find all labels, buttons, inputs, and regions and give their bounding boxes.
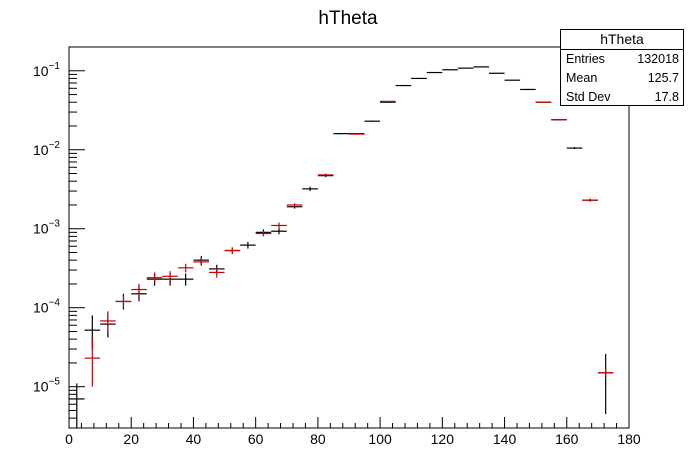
x-tick-label: 180 bbox=[617, 431, 641, 447]
y-tick-label: 10−2 bbox=[33, 140, 60, 158]
y-tick-base: 10 bbox=[33, 142, 49, 158]
data-point bbox=[317, 173, 334, 177]
stats-label: Mean bbox=[566, 71, 598, 85]
data-point bbox=[551, 119, 567, 121]
y-tick-label: 10−3 bbox=[33, 219, 60, 237]
y-tick-exponent: −2 bbox=[49, 140, 61, 151]
data-point bbox=[271, 222, 287, 229]
data-point bbox=[177, 273, 194, 286]
series-0 bbox=[69, 66, 614, 428]
data-point bbox=[69, 383, 85, 428]
data-point bbox=[115, 296, 132, 308]
plot-frame bbox=[68, 46, 630, 429]
stats-label: Std Dev bbox=[566, 90, 611, 104]
data-point bbox=[597, 353, 614, 415]
data-point bbox=[473, 66, 489, 68]
data-point bbox=[209, 267, 225, 278]
stats-box: hTheta Entries 132018 Mean 125.7 Std Dev… bbox=[560, 29, 684, 106]
stats-value: 125.7 bbox=[647, 71, 679, 85]
y-tick-base: 10 bbox=[33, 63, 49, 79]
stats-value: 17.8 bbox=[654, 90, 679, 104]
data-point bbox=[520, 88, 536, 91]
data-point bbox=[100, 311, 116, 332]
stats-title: hTheta bbox=[561, 30, 683, 50]
data-point bbox=[535, 101, 552, 103]
data-point bbox=[395, 84, 412, 87]
y-tick-base: 10 bbox=[33, 379, 49, 395]
y-tick-label: 10−5 bbox=[33, 377, 60, 395]
data-point bbox=[333, 132, 349, 135]
series-1 bbox=[84, 100, 614, 387]
y-tick-exponent: −1 bbox=[49, 61, 61, 72]
data-point bbox=[411, 77, 427, 80]
data-point bbox=[349, 133, 365, 135]
data-point bbox=[84, 337, 101, 387]
stats-label: Entries bbox=[566, 52, 605, 66]
data-point bbox=[302, 186, 318, 192]
data-point bbox=[162, 271, 178, 281]
data-point bbox=[146, 272, 163, 283]
x-axis: 0 20 40 60 80 100 120 140 160 180 bbox=[65, 417, 641, 447]
data-point bbox=[566, 147, 583, 150]
x-tick-label: 20 bbox=[123, 431, 139, 447]
x-tick-label: 160 bbox=[555, 431, 579, 447]
data-point bbox=[240, 241, 256, 249]
data-point bbox=[224, 247, 241, 254]
data-point bbox=[457, 67, 474, 69]
data-point bbox=[255, 230, 272, 237]
stats-row-entries: Entries 132018 bbox=[561, 50, 683, 69]
chart-title: hTheta bbox=[318, 8, 378, 29]
data-point bbox=[380, 100, 396, 102]
stats-row-std-dev: Std Dev 17.8 bbox=[561, 88, 683, 107]
y-tick-exponent: −3 bbox=[49, 219, 61, 230]
stats-row-mean: Mean 125.7 bbox=[561, 69, 683, 88]
y-tick-label: 10−1 bbox=[33, 61, 60, 79]
data-point bbox=[582, 198, 598, 202]
data-point bbox=[442, 69, 458, 71]
data-point bbox=[193, 258, 209, 266]
x-tick-label: 140 bbox=[493, 431, 517, 447]
data-point bbox=[177, 263, 194, 273]
data-point bbox=[489, 72, 505, 74]
x-tick-label: 60 bbox=[248, 431, 264, 447]
x-tick-label: 80 bbox=[310, 431, 326, 447]
x-tick-label: 120 bbox=[431, 431, 455, 447]
y-tick-base: 10 bbox=[33, 221, 49, 237]
data-point bbox=[271, 228, 287, 235]
data-point bbox=[131, 283, 147, 297]
data-point bbox=[597, 368, 614, 378]
stats-value: 132018 bbox=[637, 52, 679, 66]
y-tick-base: 10 bbox=[33, 300, 49, 316]
y-tick-label: 10−4 bbox=[33, 298, 60, 316]
data-point bbox=[426, 71, 443, 74]
x-tick-label: 100 bbox=[368, 431, 392, 447]
y-tick-exponent: −4 bbox=[49, 298, 61, 309]
data-point bbox=[504, 79, 521, 81]
y-axis: 10−510−410−310−210−1 bbox=[33, 46, 85, 429]
series-layer bbox=[69, 66, 614, 428]
x-tick-label: 0 bbox=[65, 431, 73, 447]
data-point bbox=[364, 120, 381, 122]
x-tick-label: 40 bbox=[186, 431, 202, 447]
y-tick-exponent: −5 bbox=[49, 377, 61, 388]
data-point bbox=[286, 203, 303, 207]
